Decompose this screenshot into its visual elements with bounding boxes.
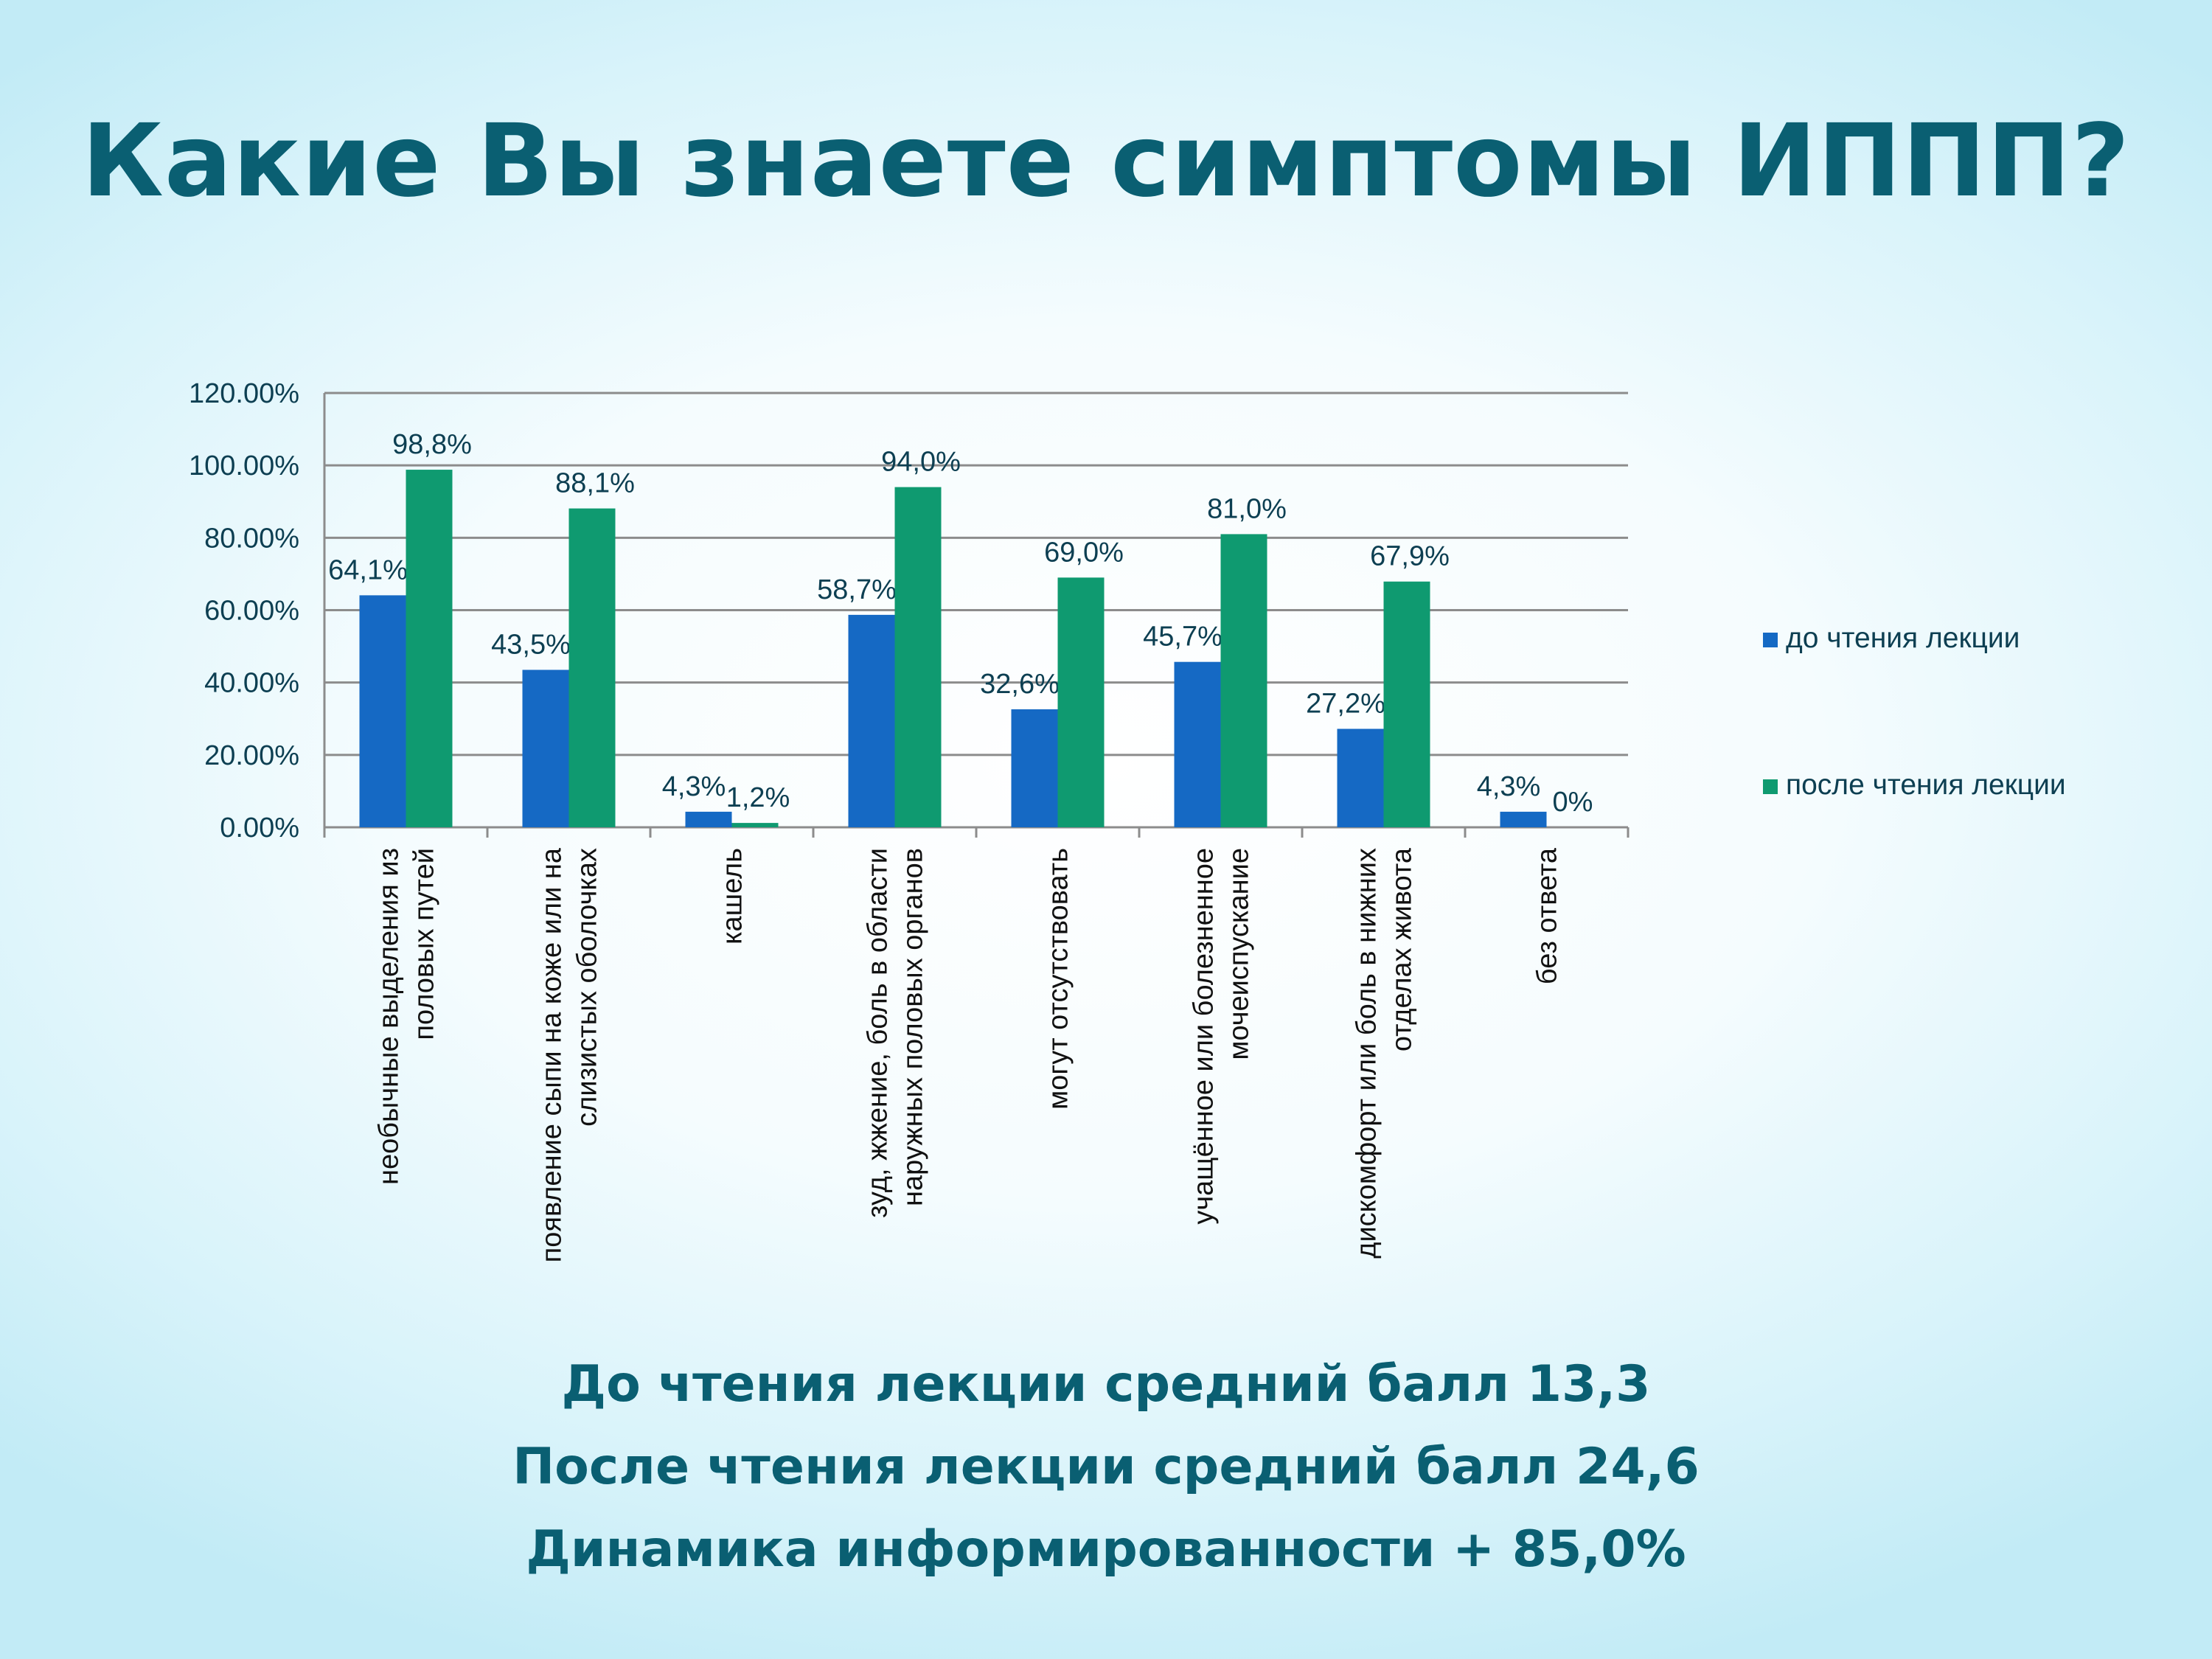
y-tick-label: 20.00% [204,740,299,771]
bar-after [1383,581,1430,827]
y-tick-label: 120.00% [189,378,299,409]
data-label: 43,5% [491,629,571,660]
bar-before [848,614,895,827]
bar-before [1011,709,1058,827]
data-label: 4,3% [662,771,726,802]
category-label: дискомфорт или боль в нижних [1352,848,1382,1259]
bar-before [359,595,406,827]
category-label: слизистых оболочках [572,848,603,1127]
bar-after [731,823,779,827]
data-label: 58,7% [817,574,897,605]
data-label: 69,0% [1044,537,1124,568]
bar-after [406,470,453,827]
category-label: отделах живота [1387,847,1418,1051]
data-label: 32,6% [980,669,1060,700]
category-label: учащённое или болезненное [1189,848,1220,1225]
data-label: 81,0% [1207,493,1287,524]
category-label: необычные выделения из [374,848,405,1185]
category-label: кашель [717,848,748,945]
data-label: 64,1% [328,554,408,585]
data-label: 98,8% [392,429,472,460]
category-label: наружных половых органов [898,848,929,1206]
legend-label: после чтения лекции [1786,769,2066,801]
bar-chart: 0.00% 20.00% 40.00% 60.00% 80.00% 100.00% 120.… [189,378,2066,1262]
y-tick-label: 40.00% [204,668,299,699]
bar-after [894,487,942,827]
data-label: 88,1% [555,468,635,499]
summary-after: После чтения лекции средний балл 24,6 [512,1438,1700,1496]
legend-label: до чтения лекции [1786,622,2020,654]
summary-before: До чтения лекции средний балл 13,3 [561,1355,1651,1413]
data-label: 0% [1553,787,1593,818]
category-label: мочеиспускание [1224,848,1255,1060]
data-label: 67,9% [1370,541,1450,572]
bar-before [685,811,732,827]
category-label: зуд, жжение, боль в области [863,848,894,1218]
data-label: 27,2% [1306,688,1385,719]
category-label: половых путей [409,848,440,1040]
bar-after [1220,534,1267,827]
category-label: без ответа [1532,847,1563,984]
bar-before [1500,811,1547,827]
data-label: 1,2% [726,782,790,813]
legend-swatch [1763,633,1778,647]
data-label: 4,3% [1477,771,1541,802]
y-tick-label: 100.00% [189,451,299,481]
data-label: 94,0% [881,447,961,478]
page-title: Какие Вы знаете симптомы ИППП? [81,103,2131,220]
bar-after [568,508,616,827]
legend-swatch [1763,779,1778,794]
bar-before [1174,661,1221,827]
category-label: могут отсутствовать [1043,848,1074,1110]
y-tick-label: 60.00% [204,596,299,627]
summary-dynamics: Динамика информированности + 85,0% [526,1520,1686,1579]
category-label: появление сыпи на коже или на [537,847,568,1262]
bar-before [522,669,569,827]
y-tick-label: 0.00% [220,813,299,844]
bar-before [1337,728,1384,827]
y-tick-label: 80.00% [204,523,299,554]
bar-after [1057,577,1105,827]
data-label: 45,7% [1143,622,1222,653]
